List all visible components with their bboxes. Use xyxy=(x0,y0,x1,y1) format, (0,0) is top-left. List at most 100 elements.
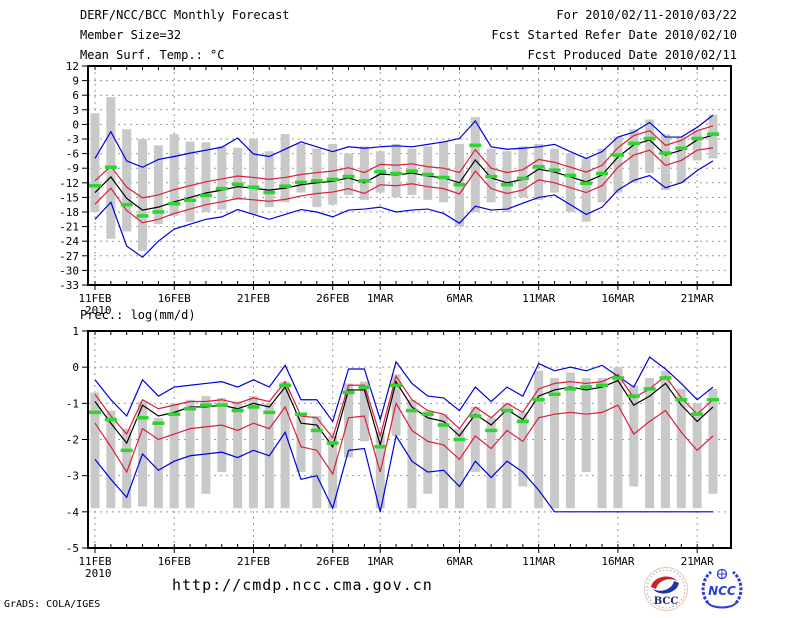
member-range-bar xyxy=(565,372,575,509)
member-range-bar xyxy=(645,119,655,174)
x-tick-label: 1MAR xyxy=(367,292,394,305)
x-tick-label: 11FEB xyxy=(78,292,111,305)
member-range-bar xyxy=(645,378,655,509)
bcc-logo-text: BCC xyxy=(654,596,679,607)
x-tick-label: 26FEB xyxy=(316,555,349,568)
member-range-bar xyxy=(122,428,132,509)
member-range-bar xyxy=(502,403,512,509)
y-tick-label: -1 xyxy=(66,397,79,410)
y-tick-label: -6 xyxy=(66,148,79,161)
member-range-bar xyxy=(153,417,163,509)
member-range-bar xyxy=(185,399,195,509)
member-range-bar xyxy=(708,388,718,494)
plot-title: DERF/NCC/BCC Monthly Forecast xyxy=(80,8,290,22)
lower-spread-line xyxy=(94,147,714,224)
member-range-bar xyxy=(470,406,480,473)
ensemble-min-line xyxy=(94,430,713,513)
bcc-logo-circle xyxy=(644,567,688,611)
member-range-bar xyxy=(550,378,560,509)
ncc-wreath-right-icon xyxy=(731,570,743,604)
member-range-bar xyxy=(217,146,227,210)
member-range-bar xyxy=(185,141,195,222)
member-range-bar xyxy=(613,367,623,509)
member-range-bar xyxy=(676,136,686,183)
y-tick-label: -3 xyxy=(66,470,79,483)
member-range-bar xyxy=(296,143,306,193)
member-size-label: Member Size=32 xyxy=(80,28,182,42)
bcc-logo: BCC xyxy=(641,566,693,616)
member-range-bar xyxy=(344,383,354,458)
member-range-bar xyxy=(248,139,258,215)
member-range-bar xyxy=(534,370,544,509)
member-range-bar xyxy=(454,428,464,509)
x-tick-label: 16MAR xyxy=(601,555,634,568)
y-tick-label: -15 xyxy=(59,191,79,204)
member-range-bar xyxy=(502,151,512,212)
bcc-swirl-blue-icon xyxy=(653,581,679,594)
ncc-logo: NCC xyxy=(697,566,747,616)
x-tick-label: 16FEB xyxy=(158,292,191,305)
member-range-bar xyxy=(90,392,100,509)
ncc-wreath-left-icon xyxy=(701,570,713,604)
member-range-bar xyxy=(692,130,702,161)
member-range-bar xyxy=(359,381,369,442)
member-range-bar xyxy=(344,153,354,195)
member-range-bar xyxy=(660,134,670,191)
ensemble-min-line xyxy=(94,160,714,259)
x-tick-label: 1MAR xyxy=(367,555,394,568)
fcst-started-label: Fcst Started Refer Date 2010/02/10 xyxy=(491,28,737,42)
y-tick-label: -2 xyxy=(66,434,79,447)
member-range-bar xyxy=(90,113,100,212)
member-range-bar xyxy=(328,143,338,205)
x-tick-label: 6MAR xyxy=(446,555,473,568)
member-range-bar xyxy=(534,143,544,200)
y-tick-label: 9 xyxy=(72,75,79,88)
x-tick-label: 11MAR xyxy=(522,292,555,305)
member-range-bar xyxy=(407,399,417,509)
member-range-bar xyxy=(391,143,401,198)
member-range-bar xyxy=(518,146,528,198)
x-tick-label: 21FEB xyxy=(237,555,270,568)
member-range-bar xyxy=(629,385,639,487)
bcc-ring-text xyxy=(646,569,686,609)
y-tick-label: -30 xyxy=(59,264,79,277)
x-tick-label: 26FEB xyxy=(316,292,349,305)
member-range-bar xyxy=(233,401,243,509)
mean-surface-temperature-chart: 12 96 30 -3 -6-9 -12-15 -18 -21-24 -27-30 -3311FE… xyxy=(59,60,732,317)
x-axis-year-label: 2010 xyxy=(85,304,112,317)
x-axis-year-label: 2010 xyxy=(85,567,112,580)
y-tick-label: -5 xyxy=(66,542,79,555)
member-range-bar xyxy=(169,403,179,509)
x-tick-label: 21MAR xyxy=(681,555,714,568)
ncc-wreath-bottom-icon xyxy=(707,602,737,609)
member-range-bar xyxy=(296,414,306,473)
member-range-bar xyxy=(629,129,639,183)
y-tick-label: -21 xyxy=(59,221,79,234)
y-tick-label: -27 xyxy=(59,250,79,263)
member-range-bar xyxy=(565,153,575,212)
grads-credit: GrADS: COLA/IGES xyxy=(4,599,101,610)
member-range-bar xyxy=(708,114,718,159)
y-tick-label: -9 xyxy=(66,162,79,175)
member-range-bar xyxy=(106,410,116,509)
member-range-bar xyxy=(280,134,290,203)
y-tick-label: 6 xyxy=(72,89,79,102)
y-tick-label: 1 xyxy=(72,325,79,338)
member-range-bar xyxy=(138,139,148,251)
member-range-bar xyxy=(439,141,449,203)
member-range-bar xyxy=(581,378,591,473)
ensemble-mean-line xyxy=(94,379,714,449)
x-tick-label: 21FEB xyxy=(237,292,270,305)
member-range-bar xyxy=(248,396,258,509)
ensemble-max-line xyxy=(94,114,714,168)
member-range-bar xyxy=(692,403,702,509)
member-range-bar xyxy=(153,145,163,225)
member-range-bar xyxy=(676,388,686,509)
temp-chart-title: Mean Surf. Temp.: °C xyxy=(80,48,225,62)
member-range-bar xyxy=(122,129,132,232)
ensemble-mean-line xyxy=(94,134,714,211)
x-tick-label: 11FEB xyxy=(78,555,111,568)
